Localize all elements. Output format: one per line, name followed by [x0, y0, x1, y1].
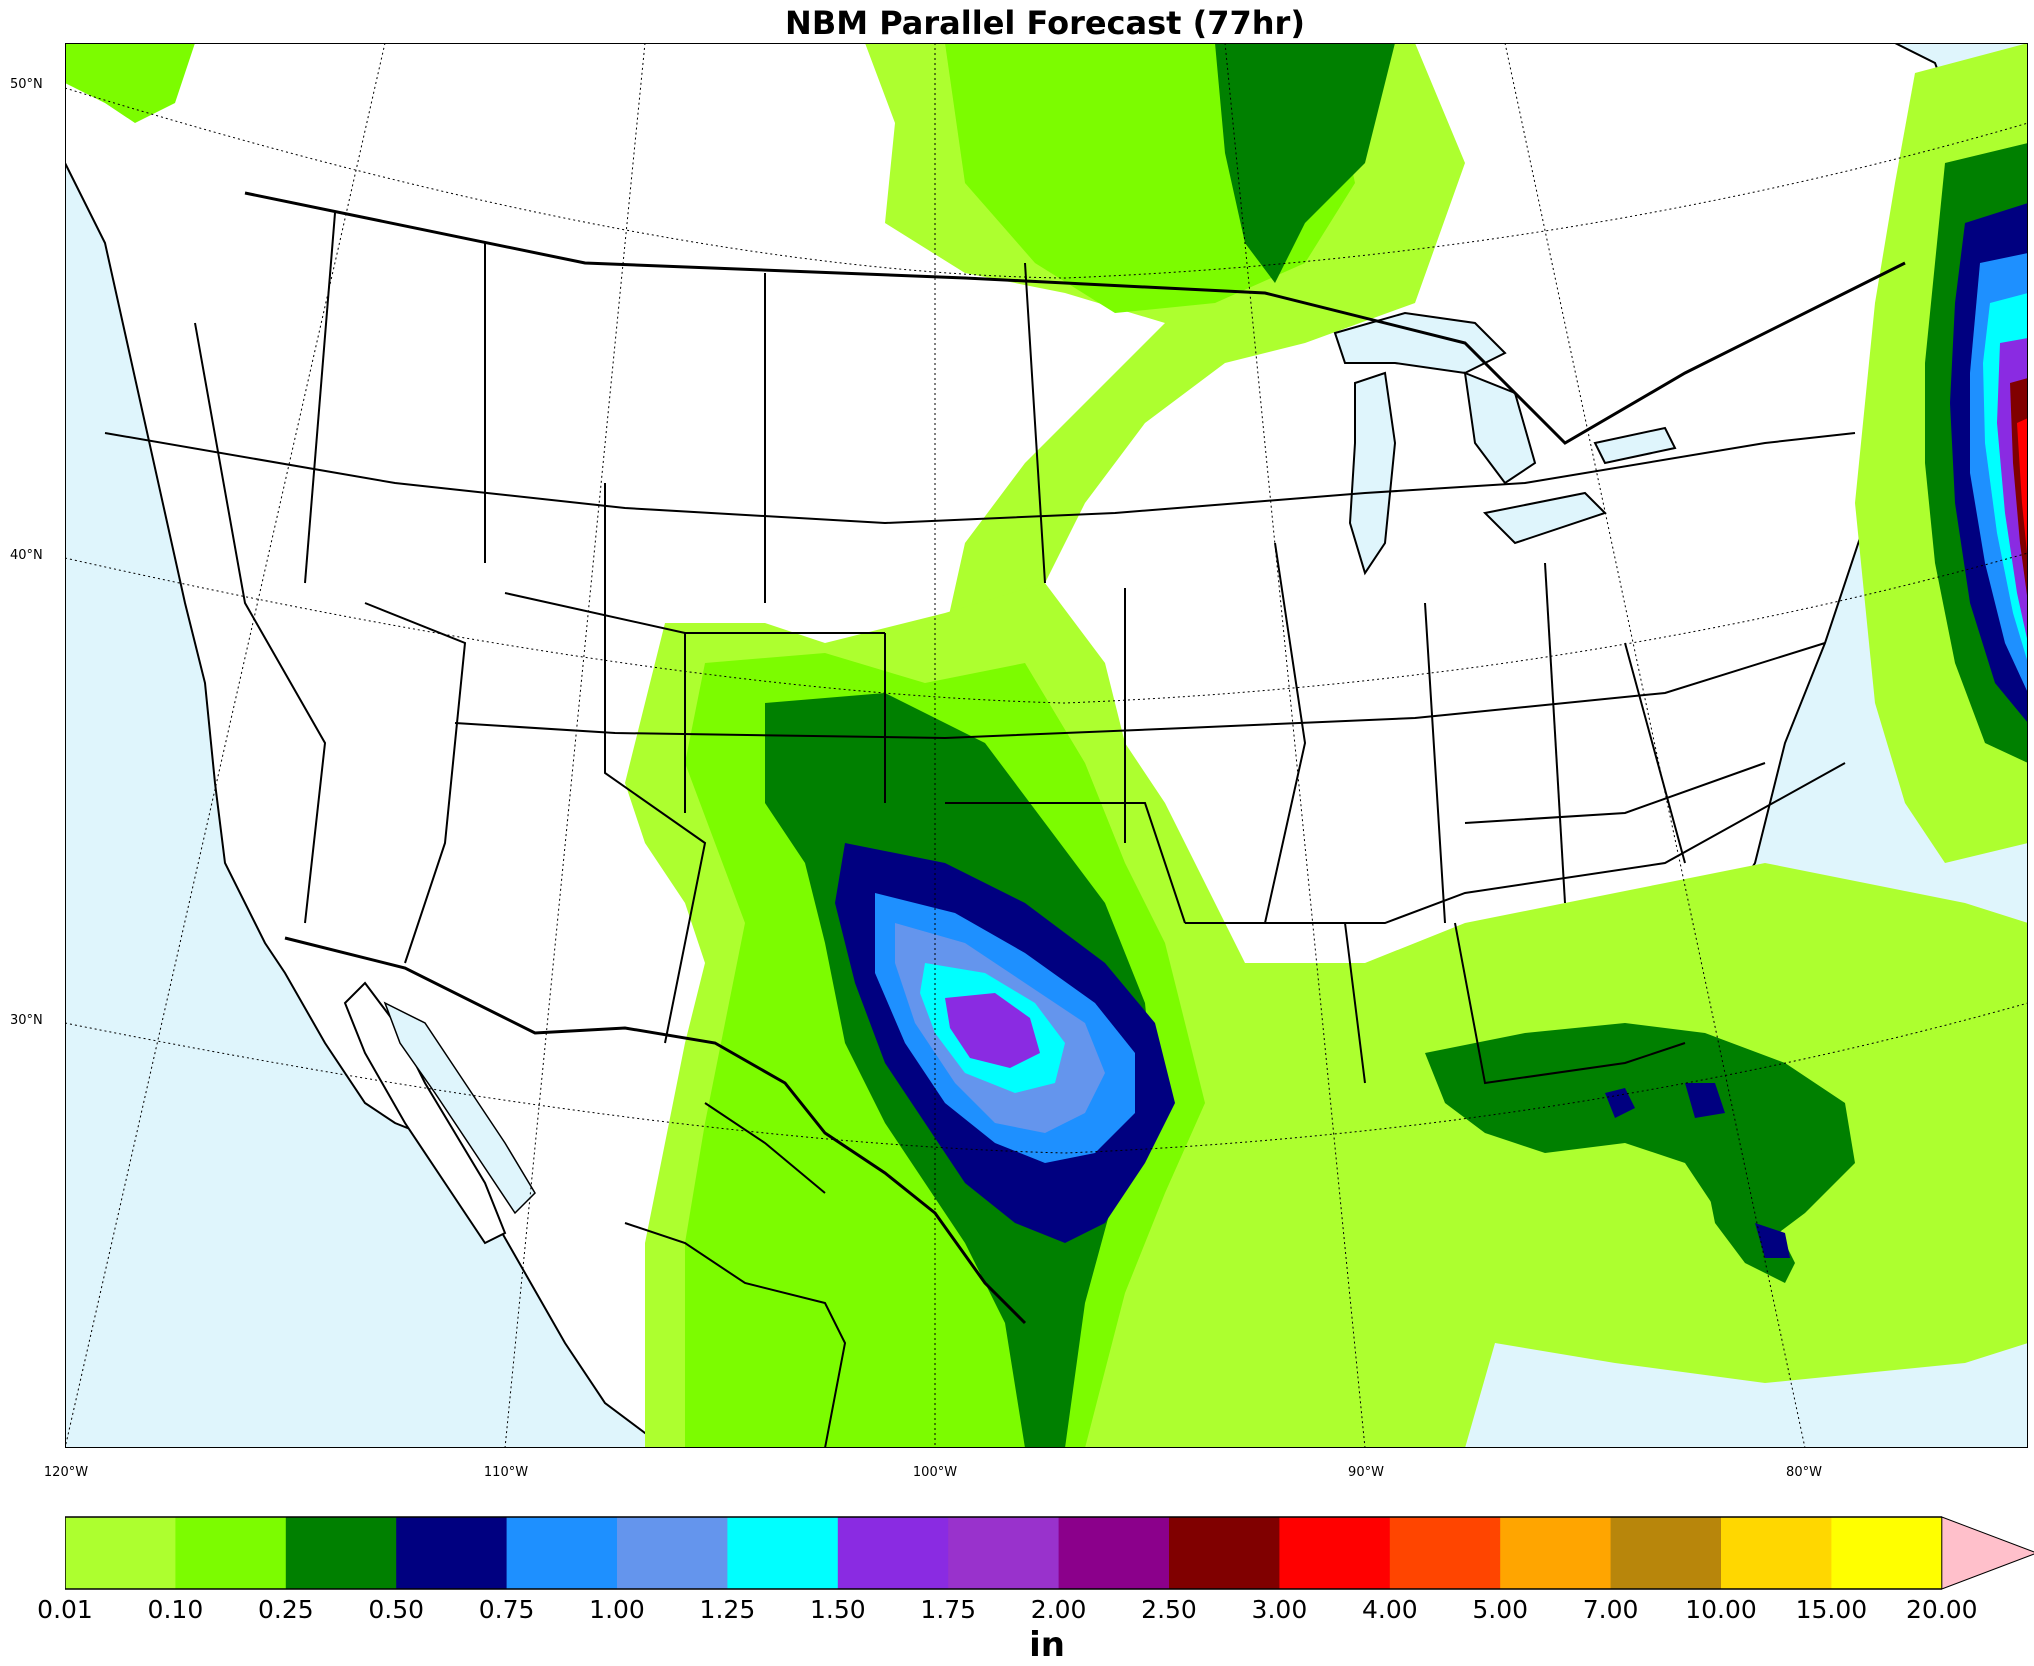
colorbar-segment — [948, 1517, 1060, 1589]
colorbar-segment — [1831, 1517, 1943, 1589]
colorbar-segment — [285, 1517, 397, 1589]
precip-nw-corner — [65, 43, 195, 123]
precip-south-violet — [945, 993, 1040, 1068]
precip-gulf-navy-1 — [1605, 1088, 1635, 1118]
colorbar-tick-label: 5.00 — [1472, 1595, 1529, 1624]
lat-label-50: 50°N — [10, 77, 43, 92]
colorbar-tick-label: 1.25 — [699, 1595, 756, 1624]
precip-canada-dark — [1215, 43, 1395, 283]
colorbar-tick-label: 10.00 — [1685, 1595, 1757, 1624]
colorbar-segment — [175, 1517, 287, 1589]
lat-label-30: 30°N — [10, 1013, 43, 1028]
colorbar-segment — [65, 1517, 176, 1589]
colorbar-segment — [396, 1517, 508, 1589]
colorbar-tick-label: 1.75 — [920, 1595, 977, 1624]
colorbar-tick-label: 2.50 — [1141, 1595, 1197, 1624]
colorbar-tick-label: 1.50 — [809, 1595, 866, 1624]
colorbar-tick-label: 0.25 — [257, 1595, 314, 1624]
lat-line-50 — [65, 87, 2028, 279]
lake-michigan — [1348, 371, 1397, 576]
colorbar-segment — [1279, 1517, 1391, 1589]
colorbar-tick-label: 20.00 — [1906, 1595, 1978, 1624]
colorbar-tick-label: 0.50 — [368, 1595, 425, 1624]
us-mexico-border — [284, 936, 1027, 1325]
precip-florida-navy — [1755, 1223, 1790, 1258]
map-title: NBM Parallel Forecast (77hr) — [785, 4, 1305, 42]
colorbar-segment — [617, 1517, 728, 1589]
lake-huron — [1463, 371, 1537, 485]
lon-label-80: 80°W — [1786, 1465, 1822, 1480]
lake-ontario — [1593, 426, 1677, 465]
colorbar-segment — [1500, 1517, 1612, 1589]
colorbar-segment — [727, 1517, 839, 1589]
colorbar-segment — [1058, 1517, 1170, 1589]
lon-label-90: 90°W — [1348, 1465, 1384, 1480]
lon-label-120: 120°W — [43, 1465, 89, 1480]
precip-gulf-navy-2 — [1685, 1083, 1725, 1118]
precip-east-red — [2017, 418, 2028, 563]
colorbar-tick-label: 0.01 — [37, 1595, 93, 1624]
colorbar-segment — [506, 1517, 618, 1589]
units-label: in — [1029, 1625, 1065, 1665]
baja-peninsula — [343, 981, 507, 1245]
precip-map — [65, 43, 2028, 1448]
colorbar-tick-label: 1.00 — [589, 1595, 645, 1624]
colorbar-tick-label: 7.00 — [1582, 1595, 1639, 1624]
lon-line-110 — [504, 43, 646, 1448]
colorbar-tick-label: 3.00 — [1251, 1595, 1308, 1624]
graticule — [65, 43, 2028, 1448]
us-canada-border — [244, 191, 1906, 445]
lon-label-100: 100°W — [912, 1465, 958, 1480]
precip-gulf-dark — [1425, 1023, 1855, 1243]
colorbar-segment — [837, 1517, 949, 1589]
lat-label-40: 40°N — [10, 548, 43, 563]
colorbar-segment — [1169, 1517, 1280, 1589]
colorbar-tick-label: 0.10 — [147, 1595, 204, 1624]
lon-label-110: 110°W — [483, 1465, 529, 1480]
colorbar-extend-arrow — [1941, 1516, 2034, 1590]
lon-line-90 — [1224, 43, 1366, 1448]
precip-shading — [65, 43, 2028, 1448]
gulf-of-california — [383, 1001, 536, 1215]
lat-line-40 — [65, 552, 2028, 704]
colorbar-tick-label: 2.00 — [1030, 1595, 1087, 1624]
lon-line-120 — [65, 43, 386, 1448]
colorbar-outline — [65, 1516, 1942, 1590]
colorbar-tick-label: 15.00 — [1795, 1595, 1868, 1624]
colorbar-segment — [1721, 1517, 1832, 1589]
colorbar-segment — [1610, 1517, 1722, 1589]
colorbar-segment — [1389, 1517, 1501, 1589]
colorbar — [65, 1516, 2034, 1590]
colorbar-tick-label: 4.00 — [1361, 1595, 1418, 1624]
colorbar-tick-label: 0.75 — [478, 1595, 535, 1624]
boundaries — [104, 191, 1906, 1448]
map-frame — [65, 43, 2028, 1448]
